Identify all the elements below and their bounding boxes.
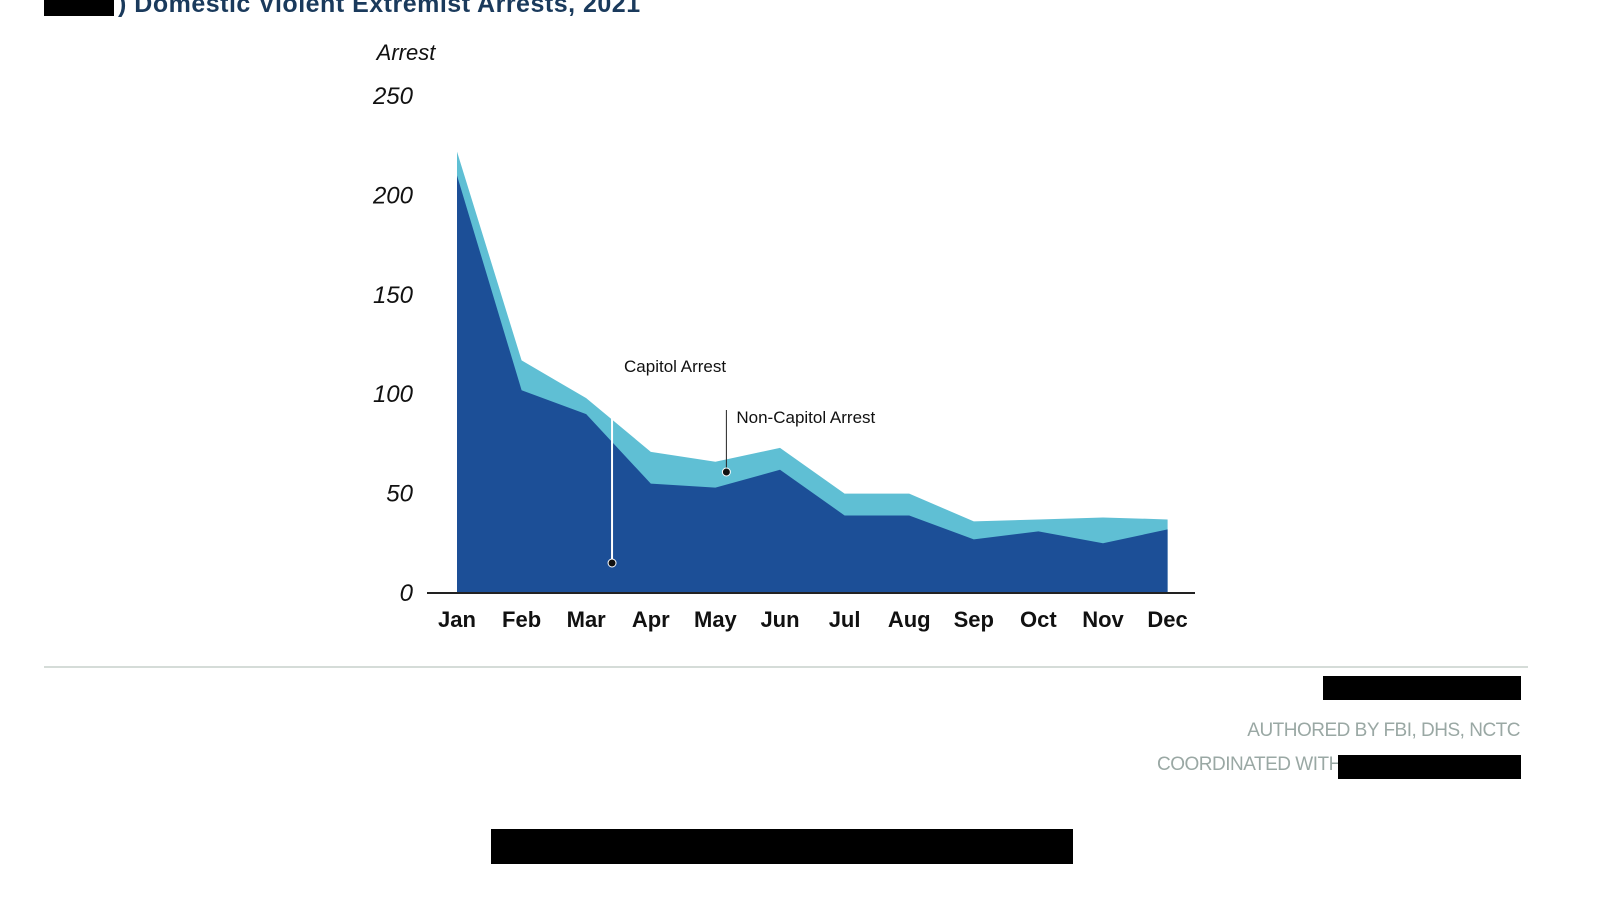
x-tick-label: Nov — [1082, 607, 1124, 632]
series-area-non-capitol-arrest — [457, 175, 1168, 593]
x-tick-label: Dec — [1147, 607, 1187, 632]
x-tick-label: Apr — [632, 607, 670, 632]
y-tick-label: 0 — [400, 580, 414, 607]
y-tick-label: 50 — [386, 481, 413, 508]
x-tick-label: May — [694, 607, 738, 632]
x-tick-label: Sep — [954, 607, 994, 632]
redaction-box — [491, 829, 1073, 864]
x-tick-label: Aug — [888, 607, 931, 632]
x-tick-label: Mar — [567, 607, 607, 632]
coordinated-with-text: COORDINATED WITH: — [1157, 754, 1347, 775]
divider-line — [44, 666, 1528, 668]
annotation-dot — [607, 558, 617, 568]
annotation-label: Non-Capitol Arrest — [736, 408, 875, 427]
redaction-box — [1338, 755, 1521, 779]
y-tick-label: 150 — [373, 282, 414, 309]
x-tick-label: Oct — [1020, 607, 1057, 632]
y-tick-label: 200 — [372, 182, 414, 209]
x-tick-label: Jul — [829, 607, 861, 632]
authored-by-text: AUTHORED BY FBI, DHS, NCTC — [1247, 720, 1520, 741]
y-axis-label: Arrest — [375, 40, 437, 65]
redaction-box — [44, 0, 114, 16]
annotation-label: Capitol Arrest — [624, 357, 726, 376]
annotation-dot — [721, 467, 731, 477]
x-tick-label: Feb — [502, 607, 541, 632]
chart-title-text: ) Domestic Violent Extremist Arrests, 20… — [118, 0, 641, 18]
redaction-box — [1323, 676, 1521, 700]
x-tick-label: Jun — [760, 607, 799, 632]
y-tick-label: 100 — [373, 381, 414, 408]
y-tick-label: 250 — [372, 83, 414, 110]
x-tick-label: Jan — [438, 607, 476, 632]
area-chart: Arrest 0 50 100 150 200 250 Jan Feb Mar Apr May Jun J… — [372, 40, 1195, 632]
chart-title: ) Domestic Violent Extremist Arrests, 20… — [44, 0, 641, 18]
